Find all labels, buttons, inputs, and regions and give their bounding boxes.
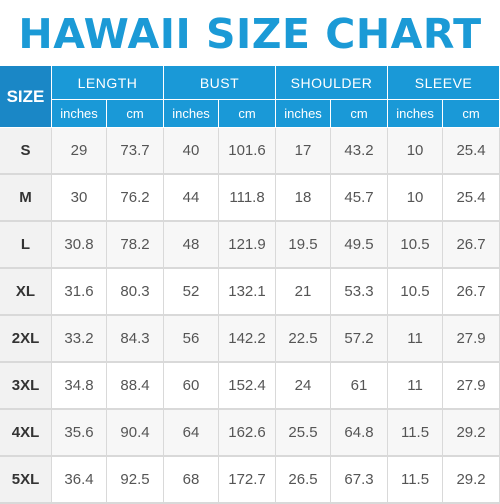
group-header-sleeve: SLEEVE [388, 66, 500, 100]
value-cell: 67.3 [331, 457, 389, 504]
value-cell: 18 [276, 175, 332, 222]
value-cell: 31.6 [52, 269, 107, 316]
group-header-length: LENGTH [52, 66, 165, 100]
unit-header-inches: inches [164, 100, 220, 128]
value-cell: 101.6 [219, 128, 277, 175]
unit-header-inches: inches [276, 100, 332, 128]
value-cell: 48 [164, 222, 220, 269]
unit-header-inches: inches [388, 100, 444, 128]
value-cell: 60 [164, 363, 220, 410]
size-label-cell: 2XL [0, 316, 52, 363]
value-cell: 73.7 [107, 128, 165, 175]
value-cell: 92.5 [107, 457, 165, 504]
value-cell: 25.5 [276, 410, 332, 457]
value-cell: 88.4 [107, 363, 165, 410]
value-cell: 11 [388, 363, 444, 410]
value-cell: 33.2 [52, 316, 107, 363]
value-cell: 29.2 [443, 410, 500, 457]
value-cell: 24 [276, 363, 332, 410]
value-cell: 152.4 [219, 363, 277, 410]
table-row: L 30.8 78.2 48 121.9 19.5 49.5 10.5 26.7 [0, 222, 500, 269]
table-row: M 30 76.2 44 111.8 18 45.7 10 25.4 [0, 175, 500, 222]
unit-header-cm: cm [219, 100, 277, 128]
value-cell: 78.2 [107, 222, 165, 269]
value-cell: 57.2 [331, 316, 389, 363]
value-cell: 10 [388, 128, 444, 175]
size-chart-table: SIZE LENGTH BUST SHOULDER SLEEVE inches cm inch… [0, 66, 500, 504]
value-cell: 35.6 [52, 410, 107, 457]
value-cell: 26.7 [443, 222, 500, 269]
value-cell: 76.2 [107, 175, 165, 222]
value-cell: 111.8 [219, 175, 277, 222]
value-cell: 36.4 [52, 457, 107, 504]
size-label-cell: 4XL [0, 410, 52, 457]
value-cell: 84.3 [107, 316, 165, 363]
value-cell: 11.5 [388, 410, 444, 457]
value-cell: 27.9 [443, 316, 500, 363]
group-header-shoulder: SHOULDER [276, 66, 389, 100]
value-cell: 61 [331, 363, 389, 410]
value-cell: 43.2 [331, 128, 389, 175]
value-cell: 40 [164, 128, 220, 175]
value-cell: 53.3 [331, 269, 389, 316]
size-label-cell: L [0, 222, 52, 269]
value-cell: 10 [388, 175, 444, 222]
size-label-cell: 5XL [0, 457, 52, 504]
value-cell: 25.4 [443, 175, 500, 222]
value-cell: 172.7 [219, 457, 277, 504]
value-cell: 22.5 [276, 316, 332, 363]
value-cell: 80.3 [107, 269, 165, 316]
value-cell: 11.5 [388, 457, 444, 504]
value-cell: 45.7 [331, 175, 389, 222]
value-cell: 26.5 [276, 457, 332, 504]
value-cell: 56 [164, 316, 220, 363]
value-cell: 11 [388, 316, 444, 363]
value-cell: 30.8 [52, 222, 107, 269]
value-cell: 64.8 [331, 410, 389, 457]
value-cell: 19.5 [276, 222, 332, 269]
value-cell: 29.2 [443, 457, 500, 504]
size-label-cell: S [0, 128, 52, 175]
value-cell: 17 [276, 128, 332, 175]
value-cell: 10.5 [388, 269, 444, 316]
unit-header-cm: cm [443, 100, 500, 128]
value-cell: 121.9 [219, 222, 277, 269]
unit-header-cm: cm [107, 100, 165, 128]
header-row-groups: SIZE LENGTH BUST SHOULDER SLEEVE [0, 66, 500, 128]
value-cell: 44 [164, 175, 220, 222]
value-cell: 68 [164, 457, 220, 504]
value-cell: 52 [164, 269, 220, 316]
size-label-cell: M [0, 175, 52, 222]
value-cell: 64 [164, 410, 220, 457]
table-row: XL 31.6 80.3 52 132.1 21 53.3 10.5 26.7 [0, 269, 500, 316]
value-cell: 30 [52, 175, 107, 222]
table-row: S 29 73.7 40 101.6 17 43.2 10 25.4 [0, 128, 500, 175]
group-header-bust: BUST [164, 66, 277, 100]
chart-title: HAWAII SIZE CHART [18, 10, 482, 58]
value-cell: 27.9 [443, 363, 500, 410]
size-label-cell: 3XL [0, 363, 52, 410]
unit-header-cm: cm [331, 100, 389, 128]
value-cell: 10.5 [388, 222, 444, 269]
value-cell: 26.7 [443, 269, 500, 316]
table-row: 4XL 35.6 90.4 64 162.6 25.5 64.8 11.5 29.2 [0, 410, 500, 457]
value-cell: 25.4 [443, 128, 500, 175]
value-cell: 49.5 [331, 222, 389, 269]
size-label-cell: XL [0, 269, 52, 316]
table-row: 3XL 34.8 88.4 60 152.4 24 61 11 27.9 [0, 363, 500, 410]
value-cell: 90.4 [107, 410, 165, 457]
size-column-header: SIZE [0, 66, 52, 128]
value-cell: 162.6 [219, 410, 277, 457]
value-cell: 21 [276, 269, 332, 316]
table-row: 5XL 36.4 92.5 68 172.7 26.5 67.3 11.5 29.2 [0, 457, 500, 504]
unit-header-inches: inches [52, 100, 107, 128]
value-cell: 142.2 [219, 316, 277, 363]
header-row-units: inches cm inches cm inches cm inches cm [0, 100, 500, 128]
value-cell: 34.8 [52, 363, 107, 410]
value-cell: 132.1 [219, 269, 277, 316]
table-row: 2XL 33.2 84.3 56 142.2 22.5 57.2 11 27.9 [0, 316, 500, 363]
value-cell: 29 [52, 128, 107, 175]
